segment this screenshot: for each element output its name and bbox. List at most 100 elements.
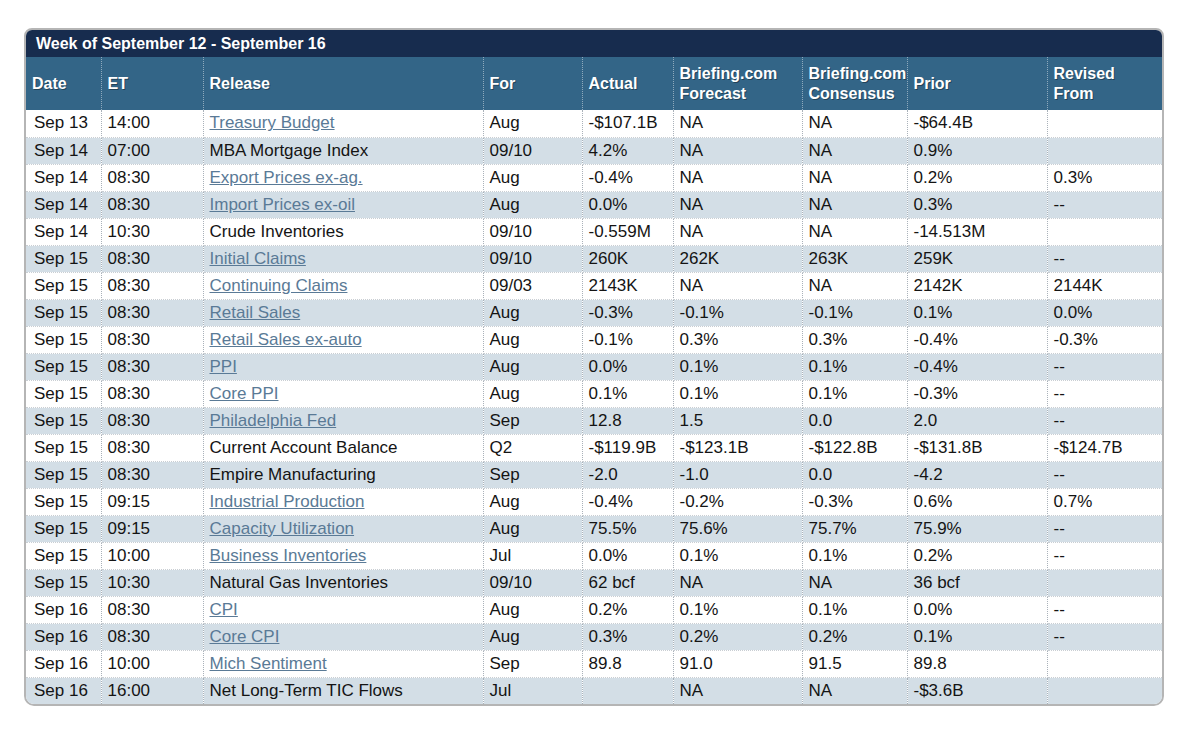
table-row: Sep 1508:30Philadelphia FedSep12.81.50.0… [26, 407, 1162, 434]
cell-release: Export Prices ex-ag. [203, 164, 483, 191]
cell-revised [1047, 218, 1162, 245]
cell-actual: 0.1% [582, 380, 673, 407]
release-link[interactable]: Business Inventories [210, 546, 367, 565]
release-link[interactable]: Retail Sales ex-auto [210, 330, 362, 349]
cell-for: Aug [483, 380, 582, 407]
cell-actual: 2143K [582, 272, 673, 299]
cell-consensus: -0.3% [802, 488, 907, 515]
cell-forecast: 0.1% [673, 353, 802, 380]
cell-forecast: -0.2% [673, 488, 802, 515]
release-link[interactable]: Initial Claims [210, 249, 306, 268]
cell-for: Aug [483, 515, 582, 542]
release-link[interactable]: CPI [210, 600, 238, 619]
cell-et: 08:30 [101, 434, 203, 461]
cell-date: Sep 15 [26, 515, 101, 542]
cell-date: Sep 16 [26, 650, 101, 677]
cell-forecast: NA [673, 569, 802, 596]
cell-consensus: NA [802, 191, 907, 218]
cell-release: Business Inventories [203, 542, 483, 569]
cell-release: MBA Mortgage Index [203, 137, 483, 164]
cell-date: Sep 15 [26, 461, 101, 488]
cell-actual: 0.0% [582, 542, 673, 569]
cell-et: 08:30 [101, 272, 203, 299]
cell-prior: 0.3% [907, 191, 1047, 218]
release-link[interactable]: Philadelphia Fed [210, 411, 337, 430]
column-header-actual: Actual [582, 57, 673, 110]
cell-prior: 0.2% [907, 542, 1047, 569]
release-link[interactable]: Core CPI [210, 627, 280, 646]
column-header-date: Date [26, 57, 101, 110]
cell-date: Sep 14 [26, 164, 101, 191]
cell-prior: -0.3% [907, 380, 1047, 407]
release-link[interactable]: Continuing Claims [210, 276, 348, 295]
table-row: Sep 1508:30Continuing Claims09/032143KNA… [26, 272, 1162, 299]
cell-for: 09/03 [483, 272, 582, 299]
cell-for: Aug [483, 623, 582, 650]
table-body: Sep 1314:00Treasury BudgetAug-$107.1BNAN… [26, 110, 1162, 704]
cell-actual [582, 677, 673, 704]
cell-revised: -- [1047, 245, 1162, 272]
release-link[interactable]: Retail Sales [210, 303, 301, 322]
cell-prior: 2.0 [907, 407, 1047, 434]
cell-release: Initial Claims [203, 245, 483, 272]
release-link[interactable]: Industrial Production [210, 492, 365, 511]
cell-forecast: 0.2% [673, 623, 802, 650]
cell-prior: -4.2 [907, 461, 1047, 488]
cell-forecast: NA [673, 191, 802, 218]
table-row: Sep 1608:30CPIAug0.2%0.1%0.1%0.0%-- [26, 596, 1162, 623]
cell-date: Sep 14 [26, 218, 101, 245]
cell-release: CPI [203, 596, 483, 623]
table-row: Sep 1509:15Industrial ProductionAug-0.4%… [26, 488, 1162, 515]
release-link[interactable]: Import Prices ex-oil [210, 195, 355, 214]
cell-consensus: 0.0 [802, 461, 907, 488]
cell-actual: 75.5% [582, 515, 673, 542]
cell-revised: -$124.7B [1047, 434, 1162, 461]
cell-forecast: 0.3% [673, 326, 802, 353]
cell-actual: -0.1% [582, 326, 673, 353]
cell-prior: 0.6% [907, 488, 1047, 515]
release-link[interactable]: Mich Sentiment [210, 654, 327, 673]
cell-et: 08:30 [101, 407, 203, 434]
cell-date: Sep 15 [26, 434, 101, 461]
cell-actual: -$119.9B [582, 434, 673, 461]
cell-for: Sep [483, 407, 582, 434]
release-link[interactable]: PPI [210, 357, 237, 376]
table-row: Sep 1508:30Initial Claims09/10260K262K26… [26, 245, 1162, 272]
release-link[interactable]: Export Prices ex-ag. [210, 168, 363, 187]
table-header: DateETReleaseForActualBriefing.com Forec… [26, 57, 1162, 110]
cell-date: Sep 14 [26, 137, 101, 164]
week-title-bar: Week of September 12 - September 16 [26, 30, 1162, 57]
cell-revised: -- [1047, 542, 1162, 569]
cell-revised: -- [1047, 623, 1162, 650]
header-row: DateETReleaseForActualBriefing.com Forec… [26, 57, 1162, 110]
week-title: Week of September 12 - September 16 [36, 35, 326, 52]
release-link[interactable]: Capacity Utilization [210, 519, 355, 538]
cell-consensus: NA [802, 164, 907, 191]
cell-revised: 2144K [1047, 272, 1162, 299]
cell-for: Aug [483, 299, 582, 326]
cell-release: Core CPI [203, 623, 483, 650]
cell-revised: -- [1047, 461, 1162, 488]
cell-release: Philadelphia Fed [203, 407, 483, 434]
release-link[interactable]: Treasury Budget [210, 113, 335, 132]
cell-et: 08:30 [101, 380, 203, 407]
cell-date: Sep 14 [26, 191, 101, 218]
cell-consensus: 0.1% [802, 353, 907, 380]
cell-forecast: 91.0 [673, 650, 802, 677]
cell-revised: -0.3% [1047, 326, 1162, 353]
cell-consensus: NA [802, 677, 907, 704]
table-row: Sep 1314:00Treasury BudgetAug-$107.1BNAN… [26, 110, 1162, 137]
cell-consensus: NA [802, 569, 907, 596]
cell-et: 08:30 [101, 623, 203, 650]
cell-et: 08:30 [101, 245, 203, 272]
cell-et: 08:30 [101, 326, 203, 353]
column-header-for: For [483, 57, 582, 110]
cell-date: Sep 16 [26, 623, 101, 650]
cell-forecast: -$123.1B [673, 434, 802, 461]
cell-et: 07:00 [101, 137, 203, 164]
column-header-consensus: Briefing.com Consensus [802, 57, 907, 110]
table-row: Sep 1608:30Core CPIAug0.3%0.2%0.2%0.1%-- [26, 623, 1162, 650]
table-row: Sep 1510:30Natural Gas Inventories09/106… [26, 569, 1162, 596]
cell-forecast: 0.1% [673, 542, 802, 569]
release-link[interactable]: Core PPI [210, 384, 279, 403]
